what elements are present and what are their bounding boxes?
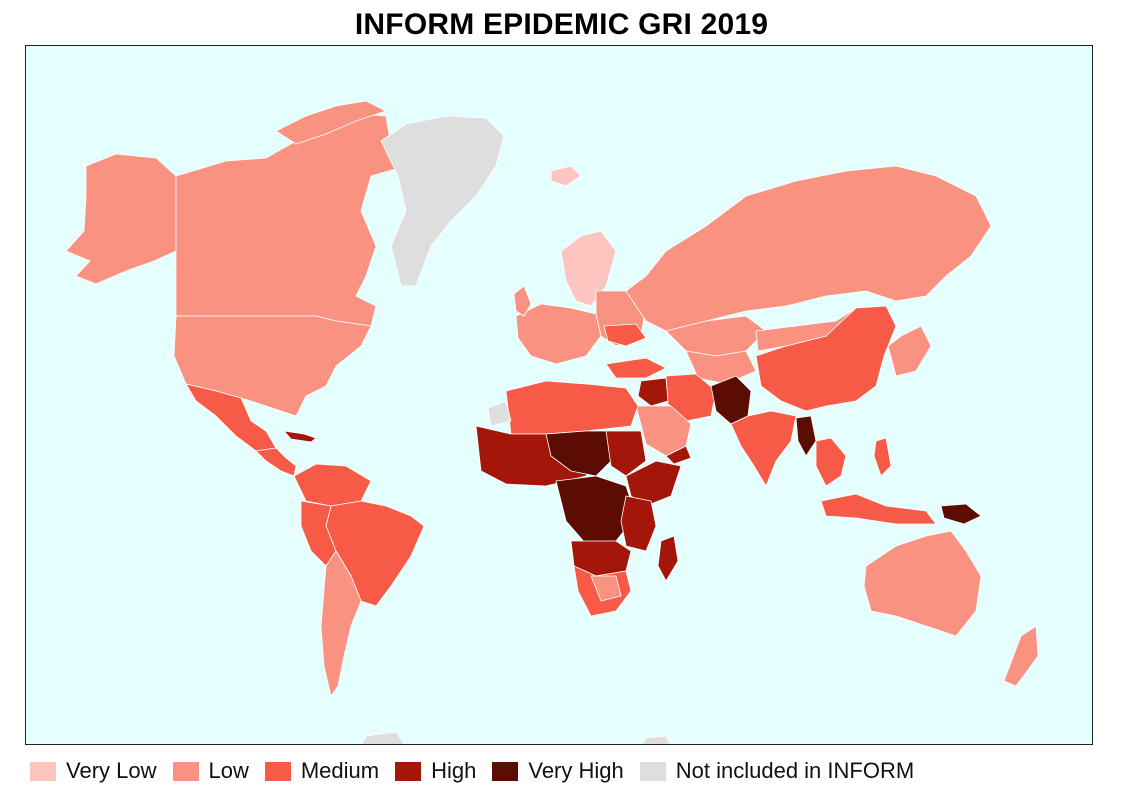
legend-label-very-high: Very High bbox=[528, 758, 624, 783]
legend-item-high: High bbox=[395, 758, 476, 784]
region-papua-new-guinea bbox=[940, 503, 982, 525]
legend-swatch-medium bbox=[264, 761, 291, 781]
region-horn-of-africa bbox=[625, 460, 682, 507]
legend-swatch-very-low bbox=[30, 761, 56, 781]
region-western-sahara bbox=[487, 400, 512, 427]
region-iceland bbox=[550, 165, 582, 187]
region-scandinavia bbox=[560, 230, 617, 307]
region-ukraine bbox=[603, 323, 647, 347]
region-iran bbox=[665, 373, 717, 422]
legend-item-medium: Medium bbox=[264, 758, 380, 784]
region-canada bbox=[175, 113, 407, 327]
legend-label-very-low: Very Low bbox=[66, 758, 157, 783]
region-antarctica-fragment-right bbox=[641, 735, 671, 744]
legend-swatch-not-included bbox=[639, 761, 666, 781]
legend-swatch-very-high bbox=[492, 761, 519, 781]
legend-label-medium: Medium bbox=[300, 758, 380, 783]
region-central-america bbox=[255, 447, 297, 477]
region-philippines bbox=[873, 437, 892, 477]
legend-swatch-high bbox=[395, 761, 422, 781]
legend-swatch-low bbox=[172, 761, 199, 781]
region-antarctica-fragment-left bbox=[361, 731, 406, 744]
region-korea-japan bbox=[887, 325, 932, 377]
region-yemen bbox=[665, 445, 692, 465]
region-myanmar bbox=[795, 415, 817, 457]
region-madagascar bbox=[657, 535, 679, 582]
region-north-africa bbox=[505, 380, 639, 435]
legend-item-very-low: Very Low bbox=[30, 758, 157, 784]
map-title: INFORM EPIDEMIC GRI 2019 bbox=[354, 8, 769, 41]
legend-label-low: Low bbox=[208, 758, 249, 783]
region-iraq-syria bbox=[637, 377, 669, 407]
map-legend: Very Low Low Medium High Very High Not i… bbox=[30, 757, 930, 785]
region-sudan bbox=[605, 430, 647, 477]
region-argentina-chile bbox=[320, 550, 362, 697]
region-afghanistan-pakistan bbox=[710, 375, 752, 425]
region-new-zealand bbox=[1003, 625, 1039, 687]
legend-item-low: Low bbox=[172, 758, 249, 784]
region-australia bbox=[863, 530, 982, 637]
region-alaska bbox=[65, 153, 177, 285]
region-russia bbox=[625, 165, 992, 332]
region-south-africa-interior bbox=[590, 575, 622, 602]
world-map bbox=[25, 45, 1093, 745]
region-east-africa bbox=[620, 495, 657, 552]
region-indonesia bbox=[820, 493, 937, 525]
legend-label-not-included: Not included in INFORM bbox=[675, 758, 915, 783]
region-niger-chad bbox=[545, 430, 617, 477]
region-turkey bbox=[605, 357, 667, 379]
region-mongolia bbox=[755, 307, 857, 352]
legend-item-not-included: Not included in INFORM bbox=[639, 758, 915, 784]
world-map-svg bbox=[65, 100, 1039, 744]
region-china bbox=[755, 305, 897, 412]
region-uk bbox=[513, 285, 532, 317]
region-western-europe bbox=[515, 303, 602, 365]
legend-item-very-high: Very High bbox=[492, 758, 624, 784]
region-india bbox=[730, 410, 797, 487]
region-greenland bbox=[380, 115, 505, 287]
region-colombia-venezuela bbox=[293, 463, 372, 507]
legend-label-high: High bbox=[431, 758, 477, 783]
region-caribbean bbox=[283, 430, 317, 443]
region-southeast-asia bbox=[815, 437, 847, 487]
region-canada-arctic-islands bbox=[275, 100, 387, 145]
